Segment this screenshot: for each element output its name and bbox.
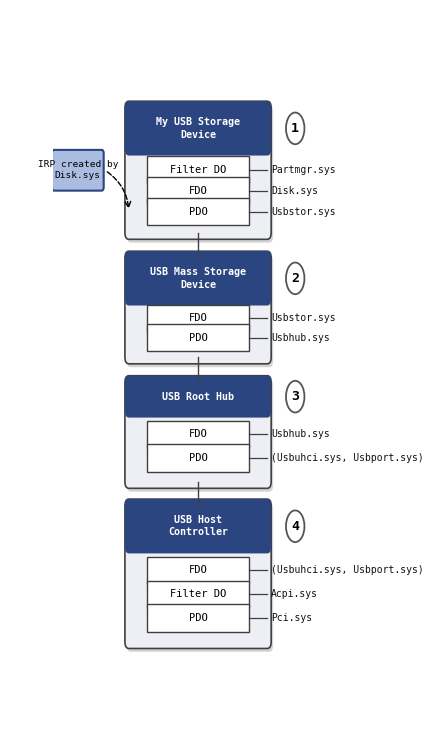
Text: PDO: PDO (189, 207, 207, 217)
Bar (147, 421, 249, 448)
Bar (147, 304, 249, 331)
Bar (147, 324, 249, 351)
Text: Usbstor.sys: Usbstor.sys (271, 313, 336, 323)
FancyBboxPatch shape (125, 251, 271, 306)
Bar (147, 445, 249, 472)
Text: PDO: PDO (189, 453, 207, 463)
Bar (147, 581, 249, 608)
Bar (147, 557, 249, 584)
Bar (129, 279, 267, 298)
Text: FDO: FDO (189, 186, 207, 196)
Text: 3: 3 (291, 390, 299, 403)
Text: Usbstor.sys: Usbstor.sys (271, 207, 336, 217)
FancyBboxPatch shape (125, 376, 271, 488)
Text: 4: 4 (291, 520, 299, 533)
Bar (147, 156, 249, 183)
Text: PDO: PDO (189, 333, 207, 343)
Text: FDO: FDO (189, 565, 207, 576)
Text: My USB Storage
Device: My USB Storage Device (156, 117, 240, 140)
Text: 2: 2 (291, 272, 299, 285)
Text: Usbhub.sys: Usbhub.sys (271, 333, 330, 343)
Text: Usbhub.sys: Usbhub.sys (271, 429, 330, 440)
Text: (Usbuhci.sys, Usbport.sys): (Usbuhci.sys, Usbport.sys) (271, 453, 424, 463)
Circle shape (286, 112, 304, 144)
Bar (147, 177, 249, 204)
FancyBboxPatch shape (127, 254, 273, 368)
Text: Partmgr.sys: Partmgr.sys (271, 165, 336, 175)
Text: Filter DO: Filter DO (170, 165, 226, 175)
Text: Pci.sys: Pci.sys (271, 613, 312, 623)
Bar (147, 604, 249, 631)
FancyBboxPatch shape (125, 499, 271, 648)
Bar (147, 198, 249, 225)
Text: USB Host
Controller: USB Host Controller (168, 515, 228, 537)
FancyBboxPatch shape (125, 101, 271, 240)
FancyBboxPatch shape (127, 379, 273, 492)
Text: Disk.sys: Disk.sys (271, 186, 318, 196)
FancyBboxPatch shape (52, 150, 104, 190)
Text: USB Root Hub: USB Root Hub (162, 392, 234, 401)
FancyBboxPatch shape (125, 251, 271, 364)
FancyBboxPatch shape (125, 101, 271, 156)
Circle shape (286, 381, 304, 412)
Text: USB Mass Storage
Device: USB Mass Storage Device (150, 267, 246, 290)
FancyBboxPatch shape (127, 104, 273, 243)
Text: Acpi.sys: Acpi.sys (271, 589, 318, 599)
Bar (129, 526, 267, 547)
FancyBboxPatch shape (127, 503, 273, 652)
Bar (129, 397, 267, 411)
Bar (129, 129, 267, 148)
Text: FDO: FDO (189, 313, 207, 323)
Text: IRP created by
Disk.sys: IRP created by Disk.sys (37, 160, 118, 180)
FancyBboxPatch shape (125, 499, 271, 553)
Circle shape (286, 510, 304, 542)
FancyBboxPatch shape (125, 376, 271, 417)
Text: 1: 1 (291, 122, 299, 135)
Text: Filter DO: Filter DO (170, 589, 226, 599)
Text: PDO: PDO (189, 613, 207, 623)
Circle shape (286, 262, 304, 294)
Text: FDO: FDO (189, 429, 207, 440)
Text: (Usbuhci.sys, Usbport.sys): (Usbuhci.sys, Usbport.sys) (271, 565, 424, 576)
